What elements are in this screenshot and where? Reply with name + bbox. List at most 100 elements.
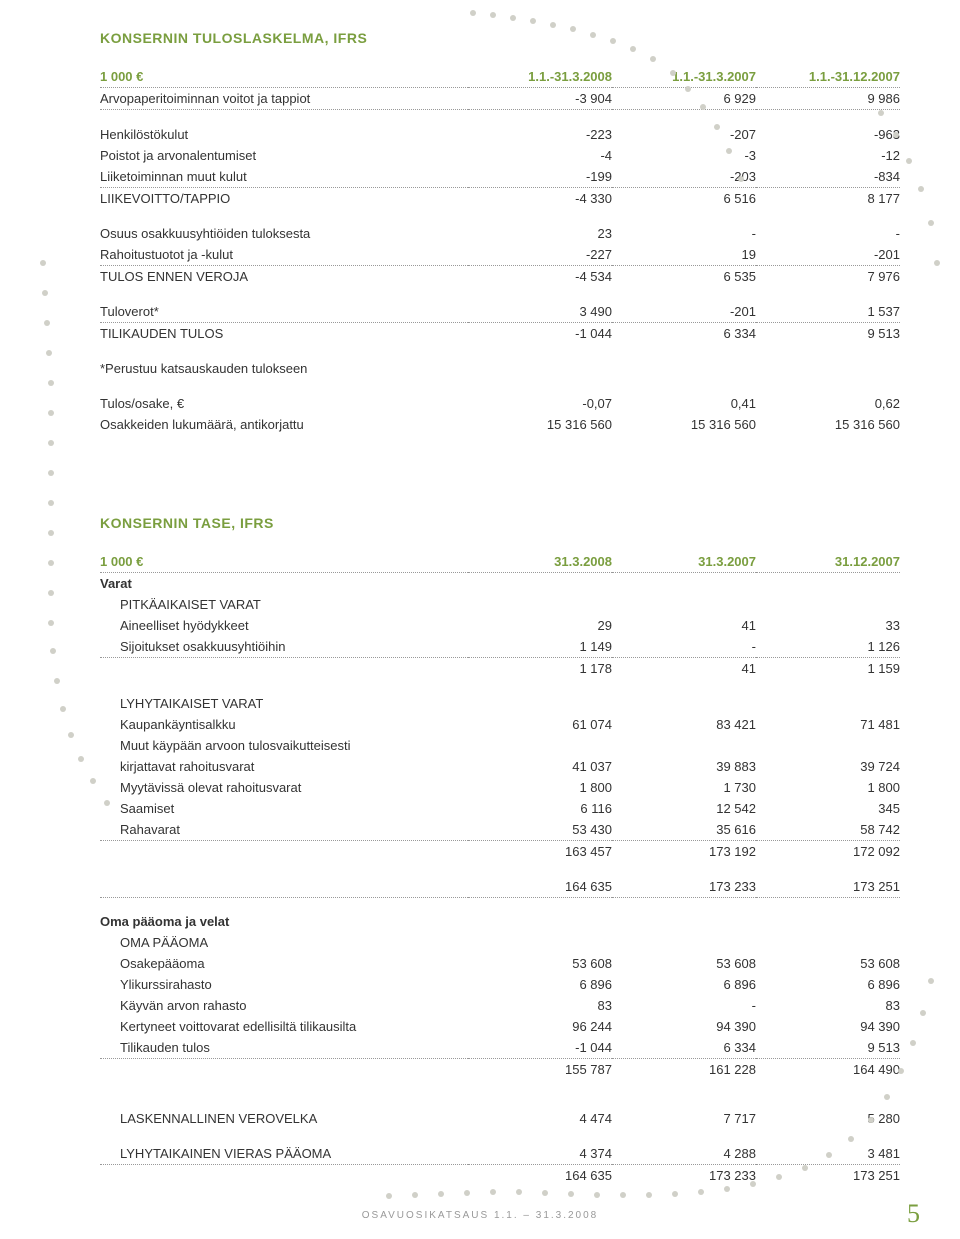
decorative-dot	[620, 1192, 626, 1198]
decorative-dot	[78, 756, 84, 762]
row-value: -207	[612, 124, 756, 145]
row-label: Kaupankäyntisalkku	[100, 714, 468, 735]
row-value: -963	[756, 124, 900, 145]
row-value: 23	[468, 223, 612, 244]
decorative-dot	[60, 706, 66, 712]
decorative-dot	[594, 1192, 600, 1198]
table-row	[100, 287, 900, 301]
row-value: 161 228	[612, 1059, 756, 1081]
col-2007: 31.3.2007	[612, 551, 756, 573]
decorative-dot	[510, 15, 516, 21]
row-value: 53 608	[612, 953, 756, 974]
row-value: 4 474	[468, 1108, 612, 1129]
row-label: TULOS ENNEN VEROJA	[100, 265, 468, 287]
table-row: Arvopaperitoiminnan voitot ja tappiot-3 …	[100, 88, 900, 110]
row-value: 345	[756, 798, 900, 819]
col-2007-full: 31.12.2007	[756, 551, 900, 573]
row-value: -0,07	[468, 393, 612, 414]
balance-table: 1 000 € 31.3.2008 31.3.2007 31.12.2007 V…	[100, 551, 900, 1187]
table-row: Muut käypään arvoon tulosvaikutteisesti	[100, 735, 900, 756]
row-value: -4 330	[468, 187, 612, 209]
decorative-dot	[48, 560, 54, 566]
row-value: 94 390	[756, 1016, 900, 1037]
row-value: 41 037	[468, 756, 612, 777]
decorative-dot	[590, 32, 596, 38]
decorative-dot	[550, 22, 556, 28]
row-value: 173 233	[612, 876, 756, 898]
unit-label: 1 000 €	[100, 551, 468, 573]
table-row: Varat	[100, 572, 900, 594]
row-value: 12 542	[612, 798, 756, 819]
row-value: 83 421	[612, 714, 756, 735]
decorative-dot	[650, 56, 656, 62]
decorative-dot	[726, 148, 732, 154]
row-value: 7 717	[612, 1108, 756, 1129]
row-label	[100, 1165, 468, 1187]
row-value: 9 986	[756, 88, 900, 110]
decorative-dot	[700, 104, 706, 110]
decorative-dot	[906, 158, 912, 164]
table-row: Osuus osakkuusyhtiöiden tuloksesta23--	[100, 223, 900, 244]
row-value: 7 976	[756, 265, 900, 287]
decorative-dot	[918, 186, 924, 192]
row-value: 5 280	[756, 1108, 900, 1129]
row-value: -3	[612, 145, 756, 166]
row-value: 1 537	[756, 301, 900, 323]
row-label: LYHYTAIKAINEN VIERAS PÄÄOMA	[100, 1143, 468, 1165]
row-value: 53 608	[756, 953, 900, 974]
row-value	[468, 911, 612, 932]
decorative-dot	[646, 1192, 652, 1198]
row-value: 0,62	[756, 393, 900, 414]
col-2008: 1.1.-31.3.2008	[468, 66, 612, 88]
table-row: 163 457173 192172 092	[100, 840, 900, 862]
decorative-dot	[826, 1152, 832, 1158]
row-value: 173 251	[756, 876, 900, 898]
row-value: -1 044	[468, 322, 612, 344]
decorative-dot	[50, 648, 56, 654]
decorative-dot	[490, 1189, 496, 1195]
row-value: 61 074	[468, 714, 612, 735]
table-row	[100, 862, 900, 876]
row-value: 1 800	[468, 777, 612, 798]
row-value	[612, 932, 756, 953]
row-label	[100, 1059, 468, 1081]
decorative-dot	[42, 290, 48, 296]
decorative-dot	[48, 470, 54, 476]
row-value: -223	[468, 124, 612, 145]
row-value: 29	[468, 615, 612, 636]
decorative-dot	[724, 1186, 730, 1192]
row-value: 53 608	[468, 953, 612, 974]
row-value: 173 192	[612, 840, 756, 862]
row-value: -	[612, 223, 756, 244]
decorative-dot	[464, 1190, 470, 1196]
col-2008: 31.3.2008	[468, 551, 612, 573]
row-label: Myytävissä olevat rahoitusvarat	[100, 777, 468, 798]
row-value	[756, 932, 900, 953]
table-row	[100, 1094, 900, 1108]
row-value: 6 896	[612, 974, 756, 995]
row-value: -201	[756, 244, 900, 266]
row-value: 6 535	[612, 265, 756, 287]
row-label	[100, 657, 468, 679]
table-row: Liiketoiminnan muut kulut-199-203-834	[100, 166, 900, 188]
decorative-dot	[90, 778, 96, 784]
decorative-dot	[54, 678, 60, 684]
row-label: Osakkeiden lukumäärä, antikorjattu	[100, 414, 468, 435]
table-row	[100, 897, 900, 911]
row-value: 39 883	[612, 756, 756, 777]
table-row	[100, 1080, 900, 1094]
row-value: 8 177	[756, 187, 900, 209]
row-value: 3 490	[468, 301, 612, 323]
row-value: -201	[612, 301, 756, 323]
row-value: 33	[756, 615, 900, 636]
row-value	[468, 735, 612, 756]
row-value	[468, 594, 612, 615]
row-label: Oma pääoma ja velat	[100, 911, 468, 932]
row-label: Liiketoiminnan muut kulut	[100, 166, 468, 188]
row-label: Henkilöstökulut	[100, 124, 468, 145]
row-label: LYHYTAIKAISET VARAT	[100, 693, 468, 714]
decorative-dot	[542, 1190, 548, 1196]
decorative-dot	[910, 1040, 916, 1046]
row-label: Tulos/osake, €	[100, 393, 468, 414]
row-label: LIIKEVOITTO/TAPPIO	[100, 187, 468, 209]
